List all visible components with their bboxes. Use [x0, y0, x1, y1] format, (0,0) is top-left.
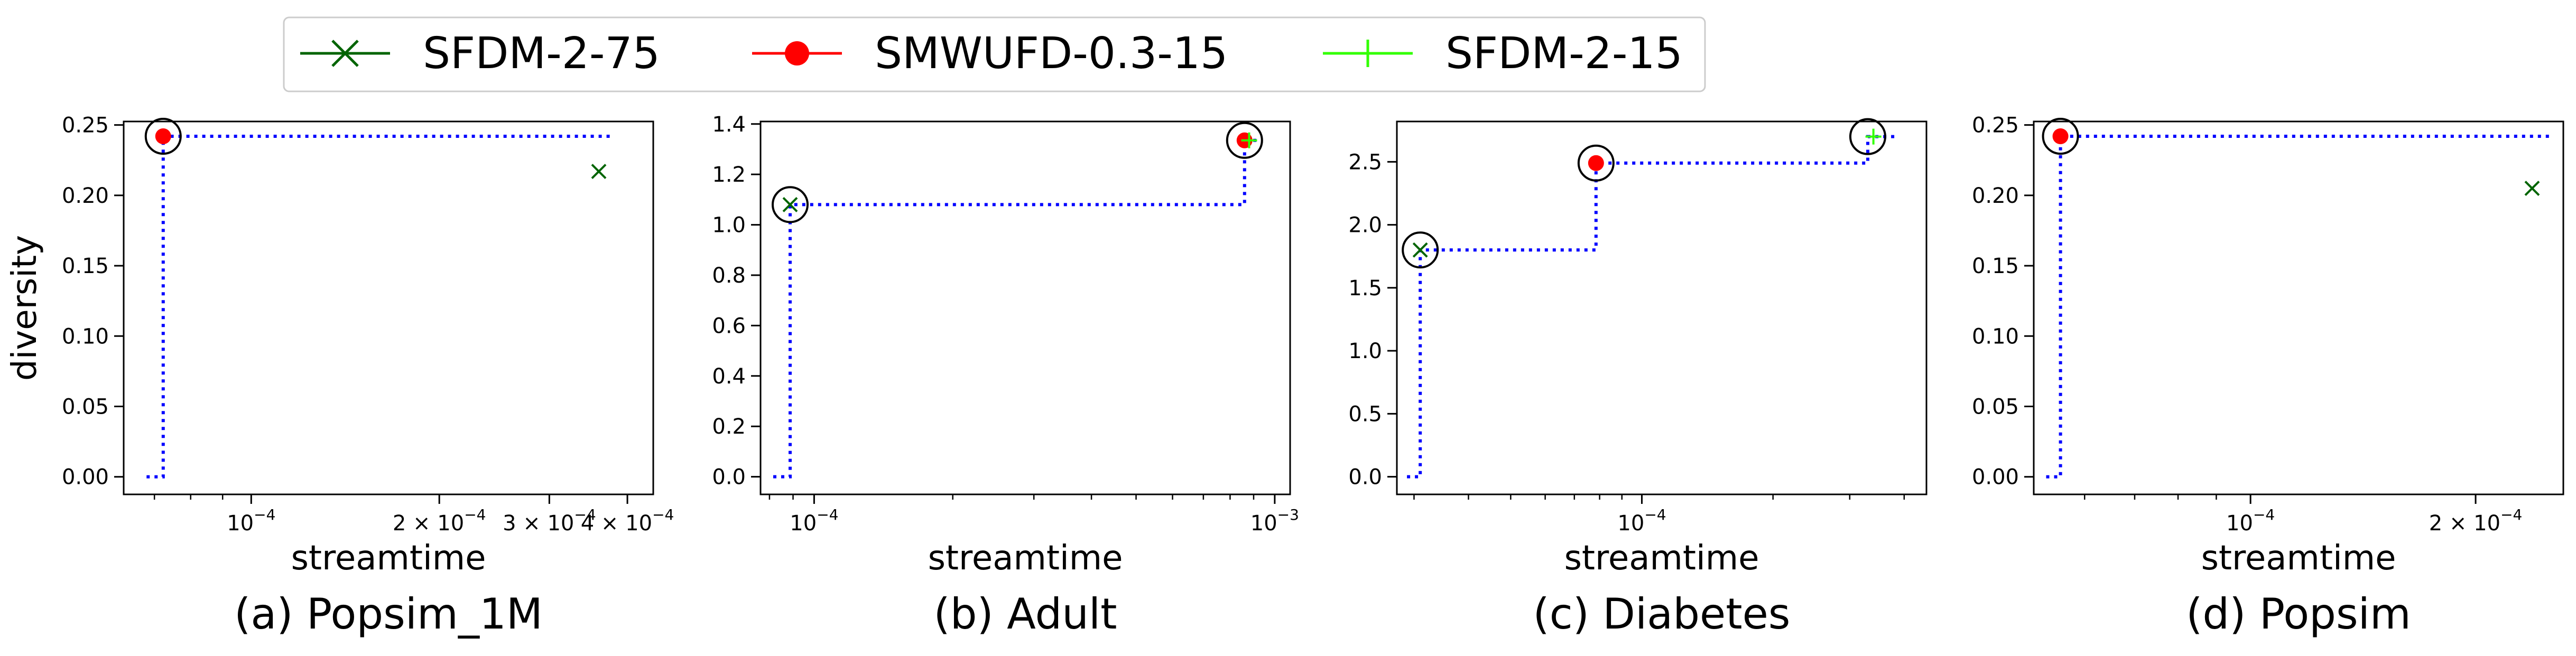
- y-tick-label: 0.15: [1972, 254, 2019, 278]
- plot-area-frame: [1396, 120, 1928, 495]
- y-tick-label: 0.8: [712, 264, 746, 288]
- plot-area-frame: [759, 120, 1291, 495]
- x-tick-label: 10−3: [1250, 506, 1299, 536]
- y-tick-label: 0.4: [712, 364, 746, 389]
- y-tick-label: 0.6: [712, 314, 746, 338]
- frontier-point-ring: [1226, 121, 1263, 159]
- x-tick-exponent: −3: [1277, 506, 1299, 523]
- frontier-point-ring: [1402, 231, 1439, 269]
- y-tick-label: 0.00: [1972, 465, 2019, 490]
- x-tick-exponent: −4: [1644, 506, 1666, 523]
- frontier-point-ring: [772, 186, 809, 223]
- data-point-sfdm-2-15: [1865, 128, 1882, 145]
- data-point-sfdm-2-75: [2524, 181, 2540, 196]
- panel-caption: (c) Diabetes: [1533, 589, 1791, 639]
- pareto-frontier-line: [1407, 135, 1895, 479]
- x-tick-exponent: −4: [574, 506, 596, 523]
- chart-panel-3: 10−4 0.0 0.5 1.0 1.5 2.0 2.5 streamtime (c) Diab…: [1348, 118, 1928, 639]
- y-tick-label: 0.0: [1348, 465, 1382, 490]
- chart-panel-1: 10−4 2 × 10−4 3 × 10−44 × 10−4 0.00 0.05 0.10…: [5, 114, 674, 639]
- x-tick-label: 2 × 10−4: [393, 506, 486, 536]
- y-tick-label: 0.2: [712, 415, 746, 439]
- frontier-point-ring: [144, 117, 182, 155]
- plot-area-frame: [2033, 120, 2564, 495]
- x-axis-label: streamtime: [928, 539, 1123, 578]
- y-tick-label: 0.15: [62, 254, 109, 278]
- data-point-sfdm-2-75: [591, 164, 607, 179]
- data-point-sfdm-2-75: [1412, 242, 1428, 258]
- y-tick-label: 0.5: [1348, 402, 1382, 426]
- x-tick-exponent: −4: [254, 506, 275, 523]
- x-tick-exponent: −4: [652, 506, 674, 523]
- y-tick-label: 1.5: [1348, 276, 1382, 301]
- frontier-point-ring: [1849, 118, 1886, 155]
- x-tick-label: 2 × 10−4: [2429, 506, 2523, 536]
- y-tick-label: 0.10: [1972, 324, 2019, 349]
- y-tick-label: 0.0: [712, 465, 746, 490]
- y-tick-label: 0.20: [62, 184, 109, 208]
- panel-caption: (d) Popsim: [2186, 589, 2411, 639]
- chart-panel-4: 10−4 2 × 10−4 0.00 0.05 0.10 0.15 0.20 0.25 stre…: [1972, 114, 2564, 639]
- x-axis-label: streamtime: [2201, 539, 2396, 578]
- y-tick-label: 0.05: [62, 395, 109, 419]
- data-point-smwufd-0-3-15: [155, 128, 171, 144]
- pareto-frontier-line: [146, 135, 614, 479]
- pareto-frontier-line: [2046, 135, 2550, 479]
- y-tick-label: 2.5: [1348, 150, 1382, 174]
- x-axis-label: streamtime: [1564, 539, 1759, 578]
- y-tick-label: 0.10: [62, 324, 109, 349]
- panel-caption: (a) Popsim_1M: [234, 589, 543, 639]
- x-tick-label: 10−4: [227, 506, 275, 536]
- y-tick-label: 0.20: [1972, 184, 2019, 208]
- x-tick-label: 10−4: [790, 506, 838, 536]
- x-tick-label: 10−4: [2226, 506, 2275, 536]
- panel-caption: (b) Adult: [933, 589, 1117, 639]
- plus-marker-icon: [1354, 40, 1382, 67]
- data-point-sfdm-2-75: [782, 197, 798, 212]
- y-axis-label: diversity: [5, 235, 44, 381]
- legend-frame: [283, 16, 1706, 92]
- x-tick-exponent: −4: [2500, 506, 2522, 523]
- data-point-smwufd-0-3-15: [1588, 155, 1604, 171]
- x-tick-exponent: −4: [464, 506, 486, 523]
- y-tick-label: 1.0: [1348, 339, 1382, 363]
- data-point-sfdm-2-15: [1241, 132, 1257, 148]
- filled-circle-marker-icon: [785, 41, 809, 65]
- x-tick-exponent: −4: [817, 506, 838, 523]
- legend-label: SMWUFD-0.3-15: [875, 29, 1228, 79]
- y-tick-label: 0.25: [62, 114, 109, 138]
- y-tick-label: 0.25: [1972, 114, 2019, 138]
- legend-entry-sfdm-2-15: SFDM-2-15: [1323, 29, 1683, 79]
- frontier-point-ring: [2042, 117, 2079, 155]
- x-tick-exponent: −4: [2253, 506, 2275, 523]
- chart-panels: 10−4 2 × 10−4 3 × 10−44 × 10−4 0.00 0.05 0.10…: [5, 113, 2564, 639]
- legend: SFDM-2-75 SMWUFD-0.3-15 SFDM-2-15: [283, 16, 1706, 92]
- y-tick-label: 1.4: [712, 113, 746, 137]
- y-tick-label: 1.0: [712, 213, 746, 238]
- y-tick-label: 0.00: [62, 465, 109, 490]
- plot-area-frame: [123, 120, 654, 495]
- x-tick-label: 4 × 10−4: [581, 506, 674, 536]
- x-tick-label: 10−4: [1617, 506, 1666, 536]
- x-axis-label: streamtime: [291, 539, 486, 578]
- legend-label: SFDM-2-75: [423, 29, 660, 79]
- pareto-frontier-line: [773, 138, 1263, 479]
- legend-label: SFDM-2-15: [1445, 29, 1683, 79]
- data-point-smwufd-0-3-15: [2052, 128, 2069, 144]
- x-tick-label: 3 × 10−4: [503, 506, 596, 536]
- y-tick-label: 2.0: [1348, 213, 1382, 238]
- legend-entry-sfdm-2-75: SFDM-2-75: [300, 29, 660, 79]
- x-marker-icon: [331, 40, 359, 67]
- y-tick-label: 0.05: [1972, 395, 2019, 419]
- chart-panel-2: 10−4 10−3 0.0 0.2 0.4 0.6 0.8 1.0 1.2 1.4 streamti…: [712, 113, 1299, 639]
- legend-entry-smwufd-0-3-15: SMWUFD-0.3-15: [752, 29, 1228, 79]
- frontier-point-ring: [1577, 144, 1615, 182]
- y-tick-label: 1.2: [712, 163, 746, 187]
